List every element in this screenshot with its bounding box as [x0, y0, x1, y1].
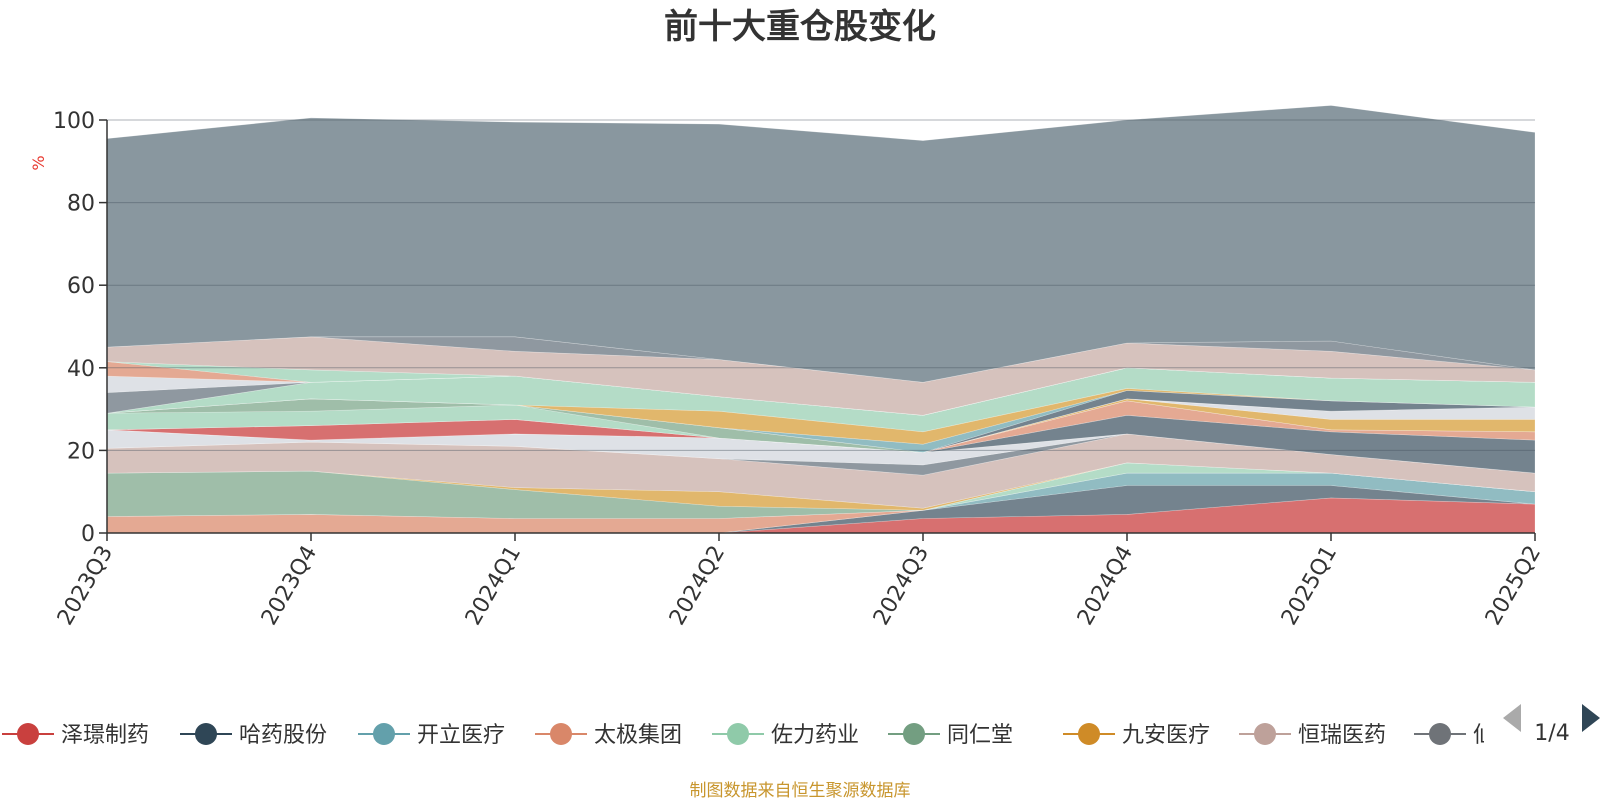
- legend-item[interactable]: 泽璟制药: [2, 723, 149, 748]
- legend-marker: [195, 723, 217, 745]
- y-axis-label: %: [29, 155, 48, 170]
- legend-item[interactable]: 太极集团: [535, 723, 682, 748]
- x-tick-label: 2025Q2: [1481, 542, 1546, 630]
- area-series-15: [106, 398, 1536, 453]
- legend-label: 九安医疗: [1122, 723, 1210, 748]
- area-series-14: [106, 398, 1536, 453]
- prev-page-icon[interactable]: [1503, 704, 1521, 732]
- y-tick-label: 0: [81, 522, 95, 547]
- x-tick-label: 2024Q2: [665, 542, 730, 630]
- legend-item[interactable]: 恒瑞医药: [1239, 723, 1386, 748]
- x-tick-label: 2023Q3: [53, 542, 118, 630]
- y-tick-label: 80: [67, 192, 95, 217]
- legend-label: 哈药股份: [239, 723, 327, 748]
- legend-label: 仙琚制药: [1473, 723, 1561, 748]
- legend-marker: [727, 723, 749, 745]
- legend-item[interactable]: 九安医疗: [1063, 723, 1210, 748]
- area-series-28: [106, 105, 1536, 383]
- legend-label: 太极集团: [594, 723, 682, 748]
- area-series-8: [106, 433, 1536, 509]
- data-source-footer: 制图数据来自恒生聚源数据库: [690, 781, 911, 800]
- x-tick-label: 2024Q3: [869, 542, 934, 630]
- legend-marker: [17, 723, 39, 745]
- area-series-11: [106, 414, 1536, 474]
- chart-title: 前十大重仓股变化: [664, 7, 936, 47]
- legend-marker: [1429, 723, 1451, 745]
- x-tick-label: 2024Q1: [461, 542, 526, 630]
- x-tick-label: 2023Q4: [257, 542, 322, 630]
- legend-marker: [903, 723, 925, 745]
- y-tick-label: 20: [67, 439, 95, 464]
- legend-marker: [550, 723, 572, 745]
- legend-pager: 1/4: [1503, 704, 1600, 746]
- legend-marker: [1254, 723, 1276, 745]
- legend-marker: [1078, 723, 1100, 745]
- x-tick-label: 2025Q1: [1277, 542, 1342, 630]
- legend-item[interactable]: 哈药股份: [180, 723, 327, 748]
- legend-marker: [373, 723, 395, 745]
- legend-label: 开立医疗: [417, 723, 505, 748]
- legend-item[interactable]: 仙琚制药: [1414, 723, 1561, 748]
- y-tick-label: 40: [67, 357, 95, 382]
- legend-item[interactable]: 同仁堂: [888, 723, 1013, 748]
- y-tick-label: 100: [53, 109, 95, 134]
- legend-label: 佐力药业: [771, 723, 859, 748]
- legend-page-indicator: 1/4: [1534, 721, 1569, 746]
- legend-item[interactable]: 佐力药业: [712, 723, 859, 748]
- legend: 泽璟制药 哈药股份 开立医疗 太极集团 佐力药业 同仁堂 九安医疗 恒瑞医药 仙琚制药: [2, 723, 1561, 748]
- legend-item[interactable]: 开立医疗: [358, 723, 505, 748]
- y-tick-label: 60: [67, 274, 95, 299]
- legend-label: 恒瑞医药: [1298, 723, 1386, 748]
- grid-layer: [107, 119, 1535, 451]
- areas-layer: [106, 105, 1536, 534]
- x-tick-label: 2024Q4: [1073, 542, 1138, 630]
- legend-label: 泽璟制药: [61, 723, 149, 748]
- legend-label: 同仁堂: [947, 723, 1013, 748]
- next-page-icon[interactable]: [1582, 704, 1600, 732]
- area-series-12: [106, 400, 1536, 453]
